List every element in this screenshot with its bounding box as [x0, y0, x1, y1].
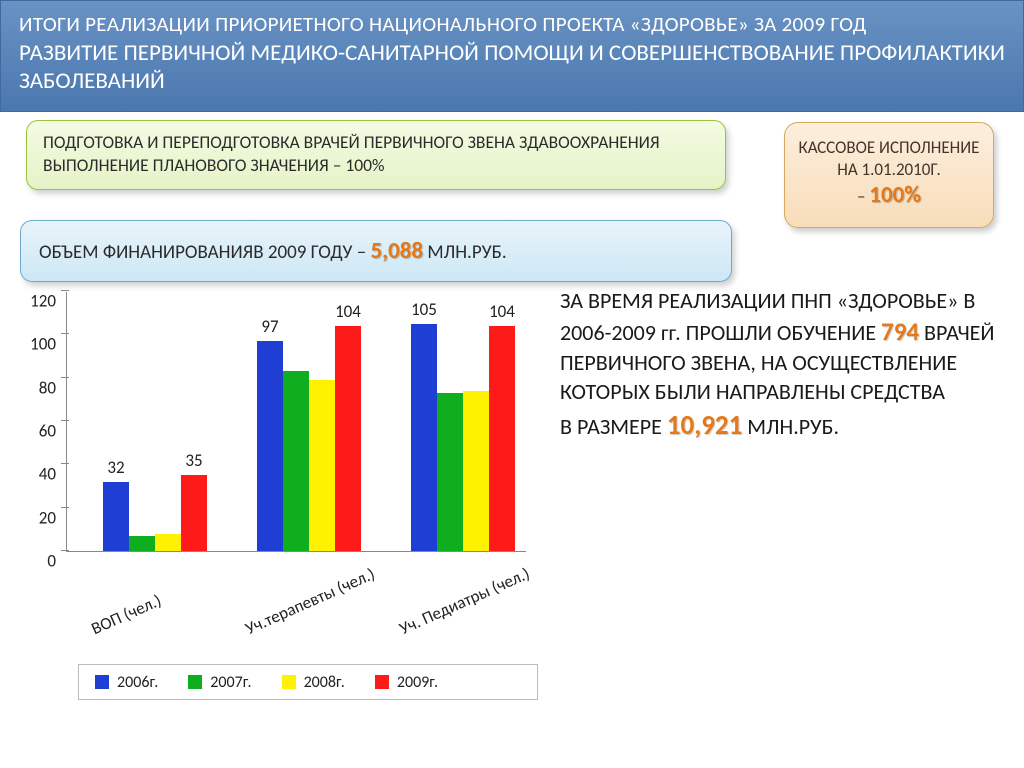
finance-prefix: ОБЪЕМ ФИНАНИРОВАНИЯВ 2009 ГОДУ –	[39, 241, 370, 264]
header-banner: ИТОГИ РЕАЛИЗАЦИИ ПРИОРИЕТНОГО НАЦИОНАЛЬН…	[0, 0, 1024, 112]
bar-value-label: 105	[404, 299, 444, 320]
y-tick-label: 100	[30, 334, 56, 355]
y-tick-label: 0	[47, 551, 56, 572]
y-tick-label: 120	[30, 291, 56, 312]
y-tick-mark	[61, 463, 69, 464]
bar-value-label: 104	[328, 301, 368, 322]
y-axis-ticks: 020406080100120	[18, 292, 62, 552]
legend-item: 2007г.	[188, 673, 251, 692]
bar	[335, 326, 361, 551]
info-row: ПОДГОТОВКА И ПЕРЕПОДГОТОВКА ВРАЧЕЙ ПЕРВИ…	[0, 112, 1024, 282]
legend-label: 2007г.	[210, 673, 251, 692]
y-tick-label: 20	[39, 507, 56, 528]
bar-value-label: 104	[482, 301, 522, 322]
callout-blue: ОБЪЕМ ФИНАНИРОВАНИЯВ 2009 ГОДУ – 5,088 М…	[20, 220, 732, 282]
y-tick-mark	[61, 550, 69, 551]
y-tick-mark	[61, 377, 69, 378]
y-tick-label: 40	[39, 464, 56, 485]
summary-num1: 794	[881, 316, 919, 347]
slide: ИТОГИ РЕАЛИЗАЦИИ ПРИОРИЕТНОГО НАЦИОНАЛЬН…	[0, 0, 1024, 768]
y-tick-label: 80	[39, 377, 56, 398]
cash-exec-dash: –	[857, 186, 869, 207]
bar	[463, 391, 489, 551]
summary-part3: В РАЗМЕРЕ	[560, 413, 667, 440]
legend-swatch	[95, 675, 109, 689]
bar	[489, 326, 515, 551]
category-labels: ВОП (чел.)Уч.терапевты (чел.)Уч. Педиатр…	[66, 558, 526, 648]
finance-suffix: МЛН.РУБ.	[427, 241, 506, 264]
legend-label: 2008г.	[304, 673, 345, 692]
bar-value-label: 35	[174, 450, 214, 471]
category-label: Уч. Педиатры (чел.)	[396, 563, 533, 639]
bar	[283, 371, 309, 551]
lower-area: 0 20 40 60 80 100 120 32 35 97 104 105 104 ВОП (чел…	[0, 282, 1024, 722]
category-label: Уч.терапевты (чел.)	[242, 563, 378, 639]
chart-plot-area: 32 35 97 104 105 104	[66, 292, 526, 552]
summary-part4: МЛН.РУБ.	[742, 413, 839, 440]
bar-value-label: 97	[250, 316, 290, 337]
cash-exec-text: КАССОВОЕ ИСПОЛНЕНИЕ НА 1.01.2010Г.	[799, 137, 980, 180]
y-tick-mark	[61, 420, 69, 421]
summary-num2: 10,921	[667, 409, 742, 442]
cash-exec-pct: 100%	[869, 181, 921, 209]
bar-chart: 0 20 40 60 80 100 120 32 35 97 104 105 104 ВОП (чел…	[18, 282, 538, 712]
bar	[181, 475, 207, 551]
bar	[309, 380, 335, 551]
bar	[437, 393, 463, 551]
summary-text: ЗА ВРЕМЯ РЕАЛИЗАЦИИ ПНП «ЗДОРОВЬЕ» В 200…	[560, 286, 995, 444]
bar	[155, 534, 181, 551]
callout-orange: КАССОВОЕ ИСПОЛНЕНИЕ НА 1.01.2010Г. – 100…	[784, 122, 994, 228]
bar	[129, 536, 155, 551]
legend-item: 2008г.	[282, 673, 345, 692]
legend-item: 2009г.	[375, 673, 438, 692]
callout-green-text: ПОДГОТОВКА И ПЕРЕПОДГОТОВКА ВРАЧЕЙ ПЕРВИ…	[43, 131, 660, 176]
y-tick-mark	[61, 333, 69, 334]
chart-legend: 2006г. 2007г. 2008г. 2009г.	[78, 664, 538, 700]
y-tick-mark	[61, 507, 69, 508]
category-label: ВОП (чел.)	[88, 590, 164, 639]
bar	[103, 482, 129, 551]
y-tick-mark	[61, 290, 69, 291]
header-supertitle: ИТОГИ РЕАЛИЗАЦИИ ПРИОРИЕТНОГО НАЦИОНАЛЬН…	[19, 11, 1005, 37]
legend-label: 2006г.	[117, 673, 158, 692]
y-tick-label: 60	[39, 421, 56, 442]
finance-amount: 5,088	[370, 237, 423, 265]
bar	[257, 341, 283, 551]
legend-swatch	[375, 675, 389, 689]
bar-value-label: 32	[96, 457, 136, 478]
bar	[411, 324, 437, 552]
legend-item: 2006г.	[95, 673, 158, 692]
header-title: РАЗВИТИЕ ПЕРВИЧНОЙ МЕДИКО-САНИТАРНОЙ ПОМ…	[19, 39, 1005, 95]
legend-swatch	[188, 675, 202, 689]
legend-label: 2009г.	[397, 673, 438, 692]
legend-swatch	[282, 675, 296, 689]
callout-green: ПОДГОТОВКА И ПЕРЕПОДГОТОВКА ВРАЧЕЙ ПЕРВИ…	[26, 120, 726, 190]
